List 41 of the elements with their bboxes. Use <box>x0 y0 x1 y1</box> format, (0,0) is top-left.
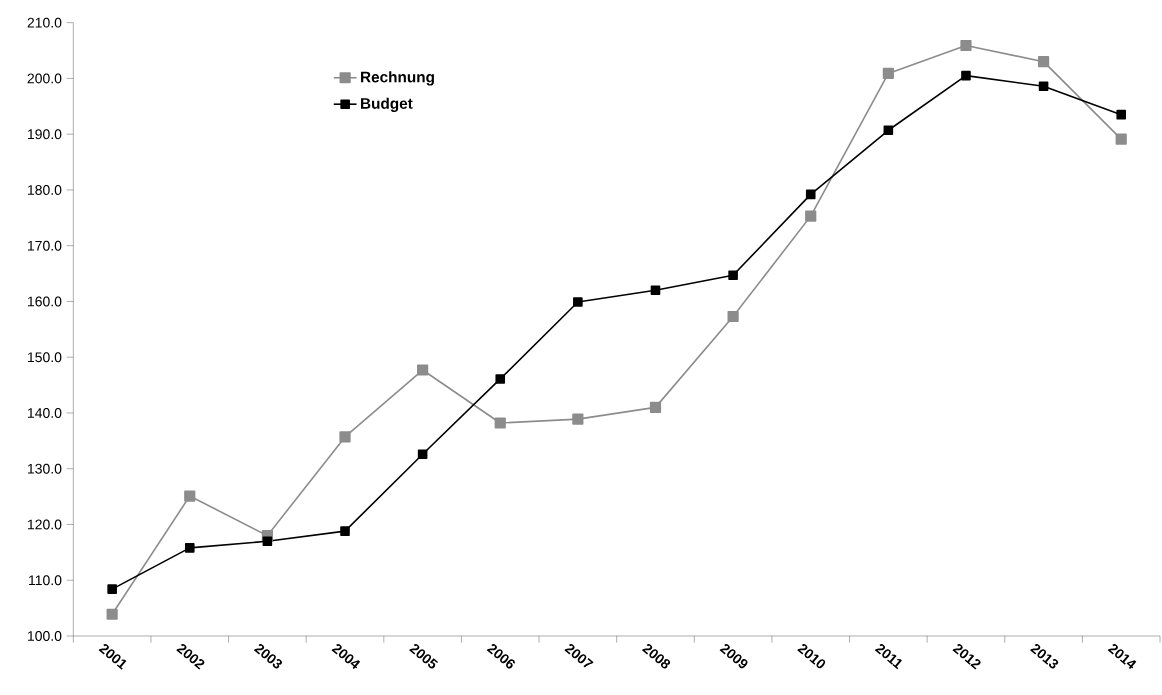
point <box>494 417 506 429</box>
point <box>1115 133 1127 145</box>
y-tick-label: 180.0 <box>28 185 62 196</box>
point <box>339 431 351 443</box>
point <box>417 364 429 376</box>
y-tick-label: 160.0 <box>28 296 62 307</box>
point <box>727 311 739 323</box>
point <box>340 526 350 537</box>
point <box>107 584 117 595</box>
point <box>649 401 662 414</box>
point <box>883 125 894 136</box>
legend-label: Budget <box>361 97 413 113</box>
point <box>650 285 661 296</box>
y-tick-label: 200.0 <box>27 73 62 84</box>
point <box>106 608 118 621</box>
point <box>1038 81 1049 92</box>
y-tick-label: 170.0 <box>28 240 62 251</box>
y-tick-label: 100.0 <box>28 631 62 642</box>
y-tick-label: 110.0 <box>29 575 62 586</box>
y-tick-label: 190.0 <box>28 129 62 140</box>
point <box>495 374 506 384</box>
y-tick-label: 130.0 <box>28 463 62 474</box>
legend-label: Rechnung <box>361 71 434 86</box>
point <box>882 67 894 80</box>
point <box>728 270 738 281</box>
point <box>805 189 816 200</box>
y-tick-label: 210.0 <box>27 17 62 28</box>
point <box>960 40 972 52</box>
point <box>184 543 195 553</box>
point <box>417 449 428 460</box>
y-tick-label: 140.0 <box>28 408 62 419</box>
point <box>184 490 196 502</box>
point <box>1037 56 1050 68</box>
y-tick-label: 150.0 <box>28 352 62 363</box>
y-tick-label: 120.0 <box>28 519 62 530</box>
point <box>262 536 273 547</box>
point <box>573 297 583 307</box>
point <box>572 413 584 425</box>
point <box>805 210 817 222</box>
point <box>1116 110 1126 120</box>
point <box>961 71 971 81</box>
